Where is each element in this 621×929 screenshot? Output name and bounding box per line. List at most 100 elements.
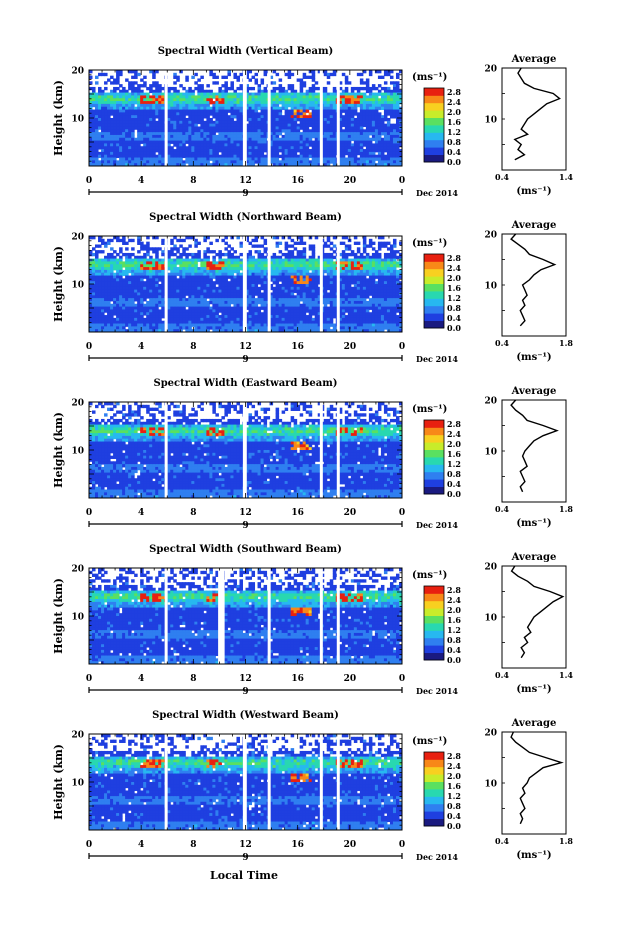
heatmap-cell [119, 140, 123, 144]
heatmap-cell [344, 157, 349, 161]
heatmap-cell [332, 132, 337, 136]
heatmap-cell [140, 264, 144, 268]
heatmap-cell [116, 320, 120, 325]
heatmap-cell [338, 123, 343, 127]
heatmap-cell [161, 284, 165, 288]
heatmap-cell [257, 250, 262, 254]
heatmap-cell [116, 81, 120, 85]
heatmap-cell [239, 157, 243, 161]
heatmap-cell [332, 106, 337, 111]
heatmap-cell [227, 252, 231, 257]
heatmap-cell [224, 286, 228, 291]
heatmap-cell [215, 329, 219, 333]
heatmap-cell [194, 140, 198, 144]
heatmap-cell [95, 75, 99, 79]
heatmap-cell [149, 84, 153, 88]
heatmap-cell [284, 95, 289, 99]
heatmap-cell [224, 312, 228, 316]
heatmap-cell [206, 126, 210, 130]
heatmap-cell [251, 303, 256, 308]
heatmap-cell [188, 146, 192, 150]
heatmap-cell [272, 312, 277, 316]
heatmap-cell [179, 309, 183, 313]
heatmap-cell [395, 75, 400, 79]
heatmap-cell [263, 326, 268, 330]
heatmap-cell [173, 236, 177, 240]
heatmap-cell [173, 137, 177, 142]
heatmap-cell [395, 151, 400, 156]
heatmap-cell [110, 126, 114, 130]
heatmap-cell [104, 284, 108, 288]
heatmap-cell [212, 151, 216, 156]
heatmap-cell [338, 92, 343, 96]
heatmap-cell [308, 151, 313, 156]
heatmap-cell [143, 92, 147, 96]
heatmap-cell [221, 160, 225, 164]
heatmap-cell [128, 134, 132, 139]
heatmap-cell [170, 289, 174, 293]
heatmap-cell [116, 278, 120, 282]
heatmap-cell [176, 160, 180, 164]
heatmap-cell [131, 132, 135, 136]
heatmap-cell [134, 137, 138, 142]
heatmap-cell [137, 295, 141, 299]
heatmap-cell [188, 292, 192, 296]
heatmap-cell [161, 281, 165, 285]
heatmap-cell [236, 306, 240, 310]
heatmap-cell [98, 312, 102, 316]
heatmap-cell [230, 278, 234, 282]
heatmap-cell [140, 89, 144, 94]
heatmap-cell [92, 309, 96, 313]
heatmap-cell [293, 134, 298, 139]
heatmap-cell [203, 250, 207, 254]
heatmap-cell [245, 95, 250, 99]
heatmap-cell [245, 312, 250, 316]
heatmap-cell [278, 258, 283, 262]
heatmap-cell [287, 258, 292, 262]
heatmap-cell [377, 129, 382, 133]
heatmap-cell [173, 312, 177, 316]
heatmap-cell [260, 106, 265, 111]
heatmap-cell [263, 298, 268, 302]
heatmap-cell [113, 143, 117, 147]
heatmap-cell [374, 137, 379, 142]
heatmap-cell [104, 267, 108, 271]
heatmap-cell [353, 92, 358, 96]
heatmap-cell [380, 146, 385, 150]
heatmap-cell [218, 86, 222, 91]
heatmap-cell [275, 236, 280, 240]
heatmap-cell [332, 137, 337, 142]
heatmap-cell [191, 154, 195, 159]
heatmap-cell [392, 134, 397, 139]
heatmap-cell [377, 149, 382, 153]
heatmap-cell [311, 72, 316, 77]
heatmap-cell [269, 134, 274, 139]
heatmap-cell [392, 126, 397, 130]
heatmap-cell [227, 106, 231, 111]
heatmap-cell [182, 320, 186, 325]
heatmap-cell [272, 157, 277, 161]
heatmap-cell [170, 238, 174, 243]
heatmap-cell [128, 115, 132, 119]
heatmap-cell [230, 101, 234, 105]
heatmap-cell [305, 146, 310, 150]
heatmap-cell [107, 134, 111, 139]
heatmap-cell [371, 132, 376, 136]
heatmap-cell [197, 118, 201, 122]
heatmap-cell [227, 250, 231, 254]
heatmap-cell [158, 106, 162, 111]
heatmap-cell [197, 326, 201, 330]
heatmap-cell [89, 292, 93, 296]
heatmap-cell [176, 126, 180, 130]
heatmap-cell [374, 109, 379, 113]
heatmap-cell [101, 103, 105, 108]
heatmap-cell [104, 255, 108, 260]
heatmap-cell [206, 151, 210, 156]
heatmap-cell [269, 140, 274, 144]
heatmap-cell [248, 306, 253, 310]
heatmap-cell [239, 278, 243, 282]
heatmap-cell [197, 312, 201, 316]
heatmap-cell [167, 320, 171, 325]
heatmap-cell [125, 264, 129, 268]
heatmap-cell [104, 140, 108, 144]
